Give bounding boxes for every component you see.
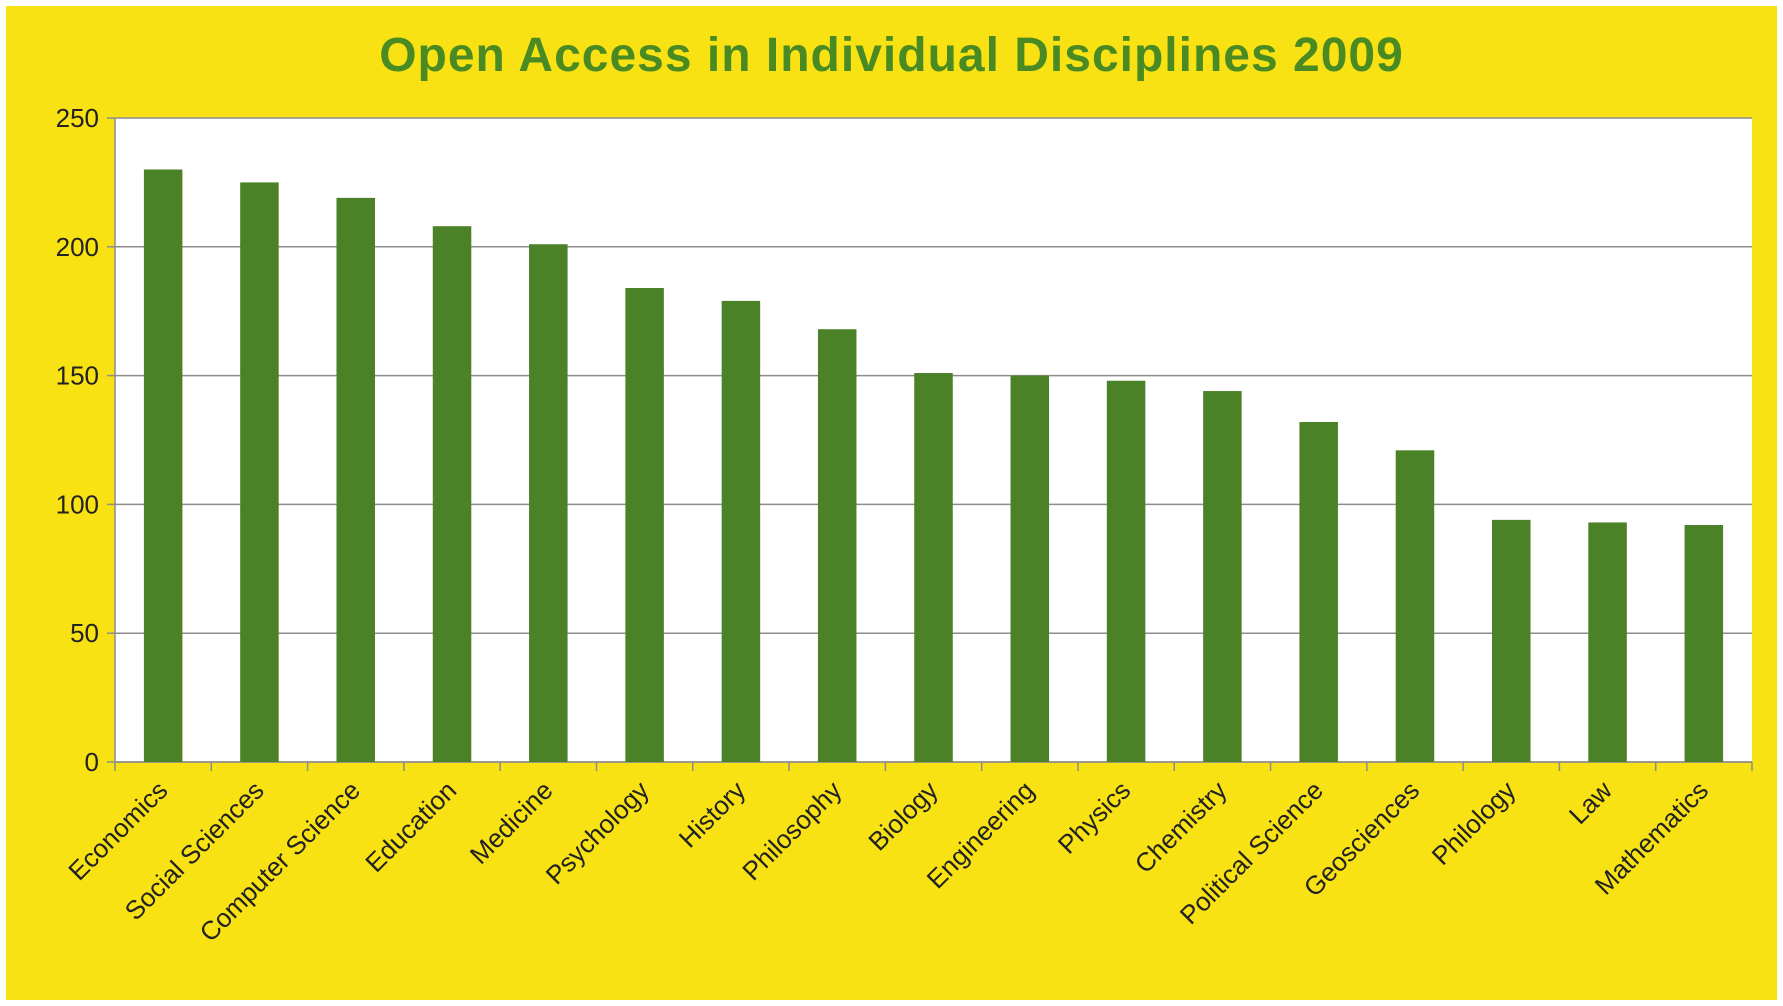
x-category-label: Chemistry bbox=[1129, 775, 1233, 879]
bar bbox=[914, 373, 953, 762]
x-category-label: Philology bbox=[1426, 775, 1522, 871]
bar bbox=[143, 169, 183, 762]
y-tick-label: 150 bbox=[56, 361, 99, 391]
bar bbox=[1010, 375, 1050, 762]
x-category-label: History bbox=[673, 775, 751, 853]
bar bbox=[817, 329, 857, 762]
bar bbox=[1203, 391, 1242, 762]
y-tick-label: 200 bbox=[56, 232, 99, 262]
y-tick-label: 250 bbox=[56, 103, 99, 133]
y-tick-label: 50 bbox=[70, 618, 99, 648]
x-category-label: Physics bbox=[1052, 775, 1137, 860]
y-tick-label: 0 bbox=[85, 747, 99, 777]
bar bbox=[432, 226, 472, 762]
y-tick-label: 100 bbox=[56, 489, 99, 519]
bar bbox=[1492, 519, 1531, 762]
bar bbox=[625, 288, 664, 762]
x-category-label: Education bbox=[359, 775, 462, 878]
bar bbox=[336, 197, 375, 762]
x-category-label: Computer Science bbox=[194, 775, 366, 947]
bar bbox=[529, 244, 568, 762]
x-category-label: Biology bbox=[862, 775, 944, 857]
x-category-label: Philosophy bbox=[736, 775, 847, 886]
chart-title: Open Access in Individual Disciplines 20… bbox=[379, 29, 1404, 82]
bar bbox=[1588, 522, 1627, 762]
bar bbox=[1106, 380, 1146, 762]
bar bbox=[1684, 525, 1724, 762]
x-category-label: Medicine bbox=[464, 775, 559, 870]
bar bbox=[1299, 421, 1338, 762]
bar bbox=[240, 182, 279, 762]
bar bbox=[721, 300, 761, 762]
x-category-label: Psychology bbox=[540, 775, 655, 890]
bar bbox=[1395, 450, 1435, 762]
x-category-label: Law bbox=[1563, 775, 1618, 830]
